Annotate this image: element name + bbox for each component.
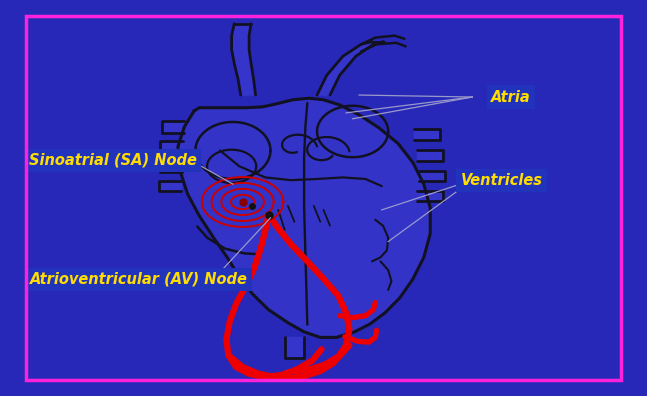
Polygon shape: [232, 24, 256, 95]
Text: Ventricles: Ventricles: [461, 173, 542, 188]
Polygon shape: [160, 141, 183, 152]
Polygon shape: [414, 129, 440, 140]
Polygon shape: [417, 191, 443, 201]
Polygon shape: [159, 181, 181, 191]
Polygon shape: [419, 171, 445, 181]
Text: Atrioventricular (AV) Node: Atrioventricular (AV) Node: [30, 272, 248, 287]
Polygon shape: [317, 42, 384, 95]
Text: Atria: Atria: [491, 89, 531, 105]
Text: Sinoatrial (SA) Node: Sinoatrial (SA) Node: [29, 153, 197, 168]
Polygon shape: [162, 121, 184, 133]
Polygon shape: [417, 150, 443, 161]
Polygon shape: [160, 161, 182, 172]
Polygon shape: [285, 337, 304, 358]
Polygon shape: [178, 98, 430, 337]
